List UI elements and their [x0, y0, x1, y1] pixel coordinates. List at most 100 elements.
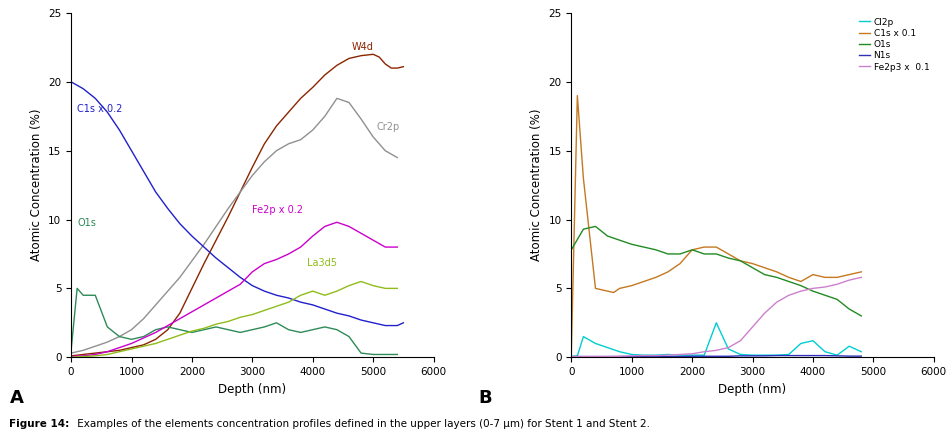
Text: Cr2p: Cr2p — [376, 122, 399, 132]
Text: Fe2p x 0.2: Fe2p x 0.2 — [252, 205, 303, 215]
Y-axis label: Atomic Concentration (%): Atomic Concentration (%) — [530, 109, 543, 262]
Fe2p3 x  0.1 — [831, 281, 843, 287]
N1s — [699, 354, 710, 359]
Cl2p — [795, 341, 807, 346]
Cl2p — [856, 349, 867, 354]
Text: Figure 14:: Figure 14: — [9, 419, 70, 429]
N1s — [650, 354, 662, 359]
O1s — [735, 258, 746, 263]
Text: W4d: W4d — [352, 42, 374, 52]
C1s x 0.1 — [699, 245, 710, 250]
Fe2p3 x  0.1 — [735, 338, 746, 343]
N1s — [674, 354, 685, 359]
C1s x 0.1 — [759, 265, 771, 270]
Text: A: A — [9, 389, 24, 407]
Fe2p3 x  0.1 — [566, 354, 577, 359]
O1s — [711, 251, 722, 256]
C1s x 0.1 — [722, 251, 734, 256]
N1s — [795, 353, 807, 358]
O1s — [699, 251, 710, 256]
N1s — [722, 354, 734, 359]
O1s — [795, 283, 807, 288]
O1s — [819, 293, 830, 298]
Fe2p3 x  0.1 — [795, 288, 807, 294]
Fe2p3 x  0.1 — [771, 300, 782, 305]
O1s — [771, 275, 782, 280]
Line: Cl2p: Cl2p — [572, 323, 862, 356]
O1s — [577, 226, 589, 232]
O1s — [590, 224, 601, 229]
O1s — [663, 251, 674, 256]
N1s — [831, 353, 843, 359]
Fe2p3 x  0.1 — [783, 293, 794, 298]
O1s — [783, 279, 794, 284]
C1s x 0.1 — [572, 93, 583, 98]
Cl2p — [747, 352, 758, 358]
C1s x 0.1 — [686, 247, 698, 252]
N1s — [638, 354, 649, 359]
Line: C1s x 0.1: C1s x 0.1 — [572, 96, 862, 355]
C1s x 0.1 — [856, 269, 867, 275]
Fe2p3 x  0.1 — [663, 352, 674, 358]
O1s — [686, 247, 698, 252]
N1s — [602, 354, 613, 359]
N1s — [663, 354, 674, 359]
C1s x 0.1 — [795, 279, 807, 284]
Legend: Cl2p, C1s x 0.1, O1s, N1s, Fe2p3 x  0.1: Cl2p, C1s x 0.1, O1s, N1s, Fe2p3 x 0.1 — [859, 17, 929, 71]
N1s — [566, 354, 577, 359]
Text: C1s x 0.2: C1s x 0.2 — [77, 104, 122, 114]
O1s — [722, 255, 734, 261]
Cl2p — [577, 334, 589, 339]
Fe2p3 x  0.1 — [638, 353, 649, 358]
Cl2p — [783, 352, 794, 357]
Cl2p — [650, 352, 662, 358]
Fe2p3 x  0.1 — [844, 278, 855, 283]
Cl2p — [771, 352, 782, 358]
O1s — [638, 245, 649, 250]
Cl2p — [590, 341, 601, 346]
C1s x 0.1 — [783, 275, 794, 280]
N1s — [771, 353, 782, 358]
Cl2p — [674, 352, 685, 358]
Cl2p — [614, 349, 626, 354]
Text: B: B — [479, 389, 492, 407]
O1s — [566, 247, 577, 252]
Cl2p — [699, 352, 710, 358]
O1s — [856, 313, 867, 319]
C1s x 0.1 — [614, 286, 626, 291]
Fe2p3 x  0.1 — [577, 354, 589, 359]
N1s — [614, 354, 626, 359]
Line: O1s: O1s — [572, 226, 862, 316]
C1s x 0.1 — [608, 290, 619, 295]
O1s — [831, 297, 843, 302]
O1s — [602, 233, 613, 239]
Fe2p3 x  0.1 — [747, 324, 758, 330]
O1s — [626, 242, 637, 247]
Cl2p — [566, 354, 577, 359]
N1s — [711, 354, 722, 359]
C1s x 0.1 — [638, 279, 649, 284]
N1s — [577, 354, 589, 359]
Fe2p3 x  0.1 — [711, 348, 722, 353]
N1s — [747, 353, 758, 359]
Fe2p3 x  0.1 — [590, 354, 601, 359]
N1s — [856, 353, 867, 359]
X-axis label: Depth (nm): Depth (nm) — [218, 382, 286, 395]
Cl2p — [735, 352, 746, 357]
O1s — [759, 272, 771, 277]
Fe2p3 x  0.1 — [722, 345, 734, 350]
Cl2p — [663, 352, 674, 357]
C1s x 0.1 — [771, 269, 782, 275]
Cl2p — [626, 352, 637, 357]
X-axis label: Depth (nm): Depth (nm) — [719, 382, 787, 395]
Text: Examples of the elements concentration profiles defined in the upper layers (0-7: Examples of the elements concentration p… — [74, 419, 650, 429]
Fe2p3 x  0.1 — [808, 286, 819, 291]
O1s — [650, 247, 662, 252]
Cl2p — [722, 346, 734, 352]
C1s x 0.1 — [735, 258, 746, 263]
C1s x 0.1 — [844, 272, 855, 277]
Line: N1s: N1s — [572, 355, 862, 356]
C1s x 0.1 — [819, 275, 830, 280]
C1s x 0.1 — [808, 272, 819, 277]
O1s — [674, 251, 685, 256]
